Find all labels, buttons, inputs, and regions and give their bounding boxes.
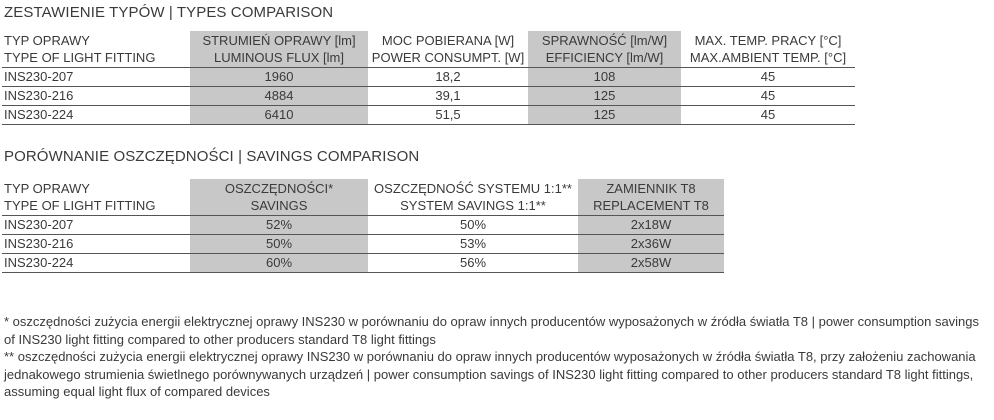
cell-type: INS230-207 [2, 67, 190, 87]
column-header-luminous-flux: STRUMIEŃ OPRAWY [lm] LUMINOUS FLUX [lm] [190, 31, 368, 68]
cell-luminous-flux: 1960 [190, 67, 368, 87]
column-header-system-savings: OSZCZĘDNOŚĆ SYSTEMU 1:1** SYSTEM SAVINGS … [374, 181, 572, 213]
table-row: INS230-224 6410 51,5 125 45 [2, 105, 855, 125]
types-comparison-title: ZESTAWIENIE TYPÓW | TYPES COMPARISON [4, 4, 334, 21]
cell-type: INS230-207 [2, 215, 190, 235]
cell-power: 18,2 [368, 67, 528, 87]
column-header-type: TYP OPRAWY TYPE OF LIGHT FITTING [4, 181, 156, 213]
cell-luminous-flux: 4884 [190, 86, 368, 106]
cell-replacement: 2x18W [578, 215, 724, 235]
footnote-savings: * oszczędności zużycia energii elektrycz… [4, 314, 980, 347]
table-row: INS230-207 1960 18,2 108 45 [2, 67, 855, 87]
table-row: INS230-216 4884 39,1 125 45 [2, 86, 855, 106]
types-comparison-table: TYP OPRAWY TYPE OF LIGHT FITTING STRUMIEŃ… [2, 31, 855, 125]
cell-system-savings: 50% [368, 215, 578, 235]
cell-efficiency: 108 [528, 67, 681, 87]
cell-type: INS230-224 [2, 253, 190, 273]
cell-system-savings: 56% [368, 253, 578, 273]
table-row: INS230-224 60% 56% 2x58W [2, 253, 724, 273]
savings-comparison-table: TYP OPRAWY TYPE OF LIGHT FITTING OSZCZĘDN… [2, 179, 724, 273]
footnote-system-savings: ** oszczędności zużycia energii elektryc… [4, 349, 976, 399]
cell-efficiency: 125 [528, 105, 681, 125]
cell-savings: 52% [190, 215, 368, 235]
column-header-power: MOC POBIERANA [W] POWER CONSUMPT. [W] [371, 33, 525, 65]
cell-replacement: 2x36W [578, 234, 724, 254]
column-header-savings: OSZCZĘDNOŚCI* SAVINGS [190, 179, 368, 216]
cell-replacement: 2x58W [578, 253, 724, 273]
column-header-replacement: ZAMIENNIK T8 REPLACEMENT T8 [578, 179, 724, 216]
cell-max-temp: 45 [681, 105, 855, 125]
column-header-type: TYP OPRAWY TYPE OF LIGHT FITTING [4, 33, 156, 65]
cell-type: INS230-216 [2, 234, 190, 254]
footnotes: * oszczędności zużycia energii elektrycz… [4, 313, 989, 401]
table-row: INS230-207 52% 50% 2x18W [2, 215, 724, 235]
table-header-row: TYP OPRAWY TYPE OF LIGHT FITTING STRUMIEŃ… [2, 31, 855, 68]
cell-type: INS230-216 [2, 86, 190, 106]
cell-efficiency: 125 [528, 86, 681, 106]
cell-luminous-flux: 6410 [190, 105, 368, 125]
cell-system-savings: 53% [368, 234, 578, 254]
savings-comparison-title: PORÓWNANIE OSZCZĘDNOŚCI | SAVINGS COMPAR… [4, 148, 420, 165]
cell-savings: 60% [190, 253, 368, 273]
cell-power: 39,1 [368, 86, 528, 106]
cell-max-temp: 45 [681, 67, 855, 87]
column-header-max-temp: MAX. TEMP. PRACY [°C] MAX.AMBIENT TEMP. [… [689, 33, 847, 65]
cell-savings: 50% [190, 234, 368, 254]
column-header-efficiency: SPRAWNOŚĆ [lm/W] EFFICIENCY [lm/W] [528, 31, 681, 68]
cell-max-temp: 45 [681, 86, 855, 106]
table-header-row: TYP OPRAWY TYPE OF LIGHT FITTING OSZCZĘDN… [2, 179, 724, 216]
cell-power: 51,5 [368, 105, 528, 125]
table-row: INS230-216 50% 53% 2x36W [2, 234, 724, 254]
cell-type: INS230-224 [2, 105, 190, 125]
